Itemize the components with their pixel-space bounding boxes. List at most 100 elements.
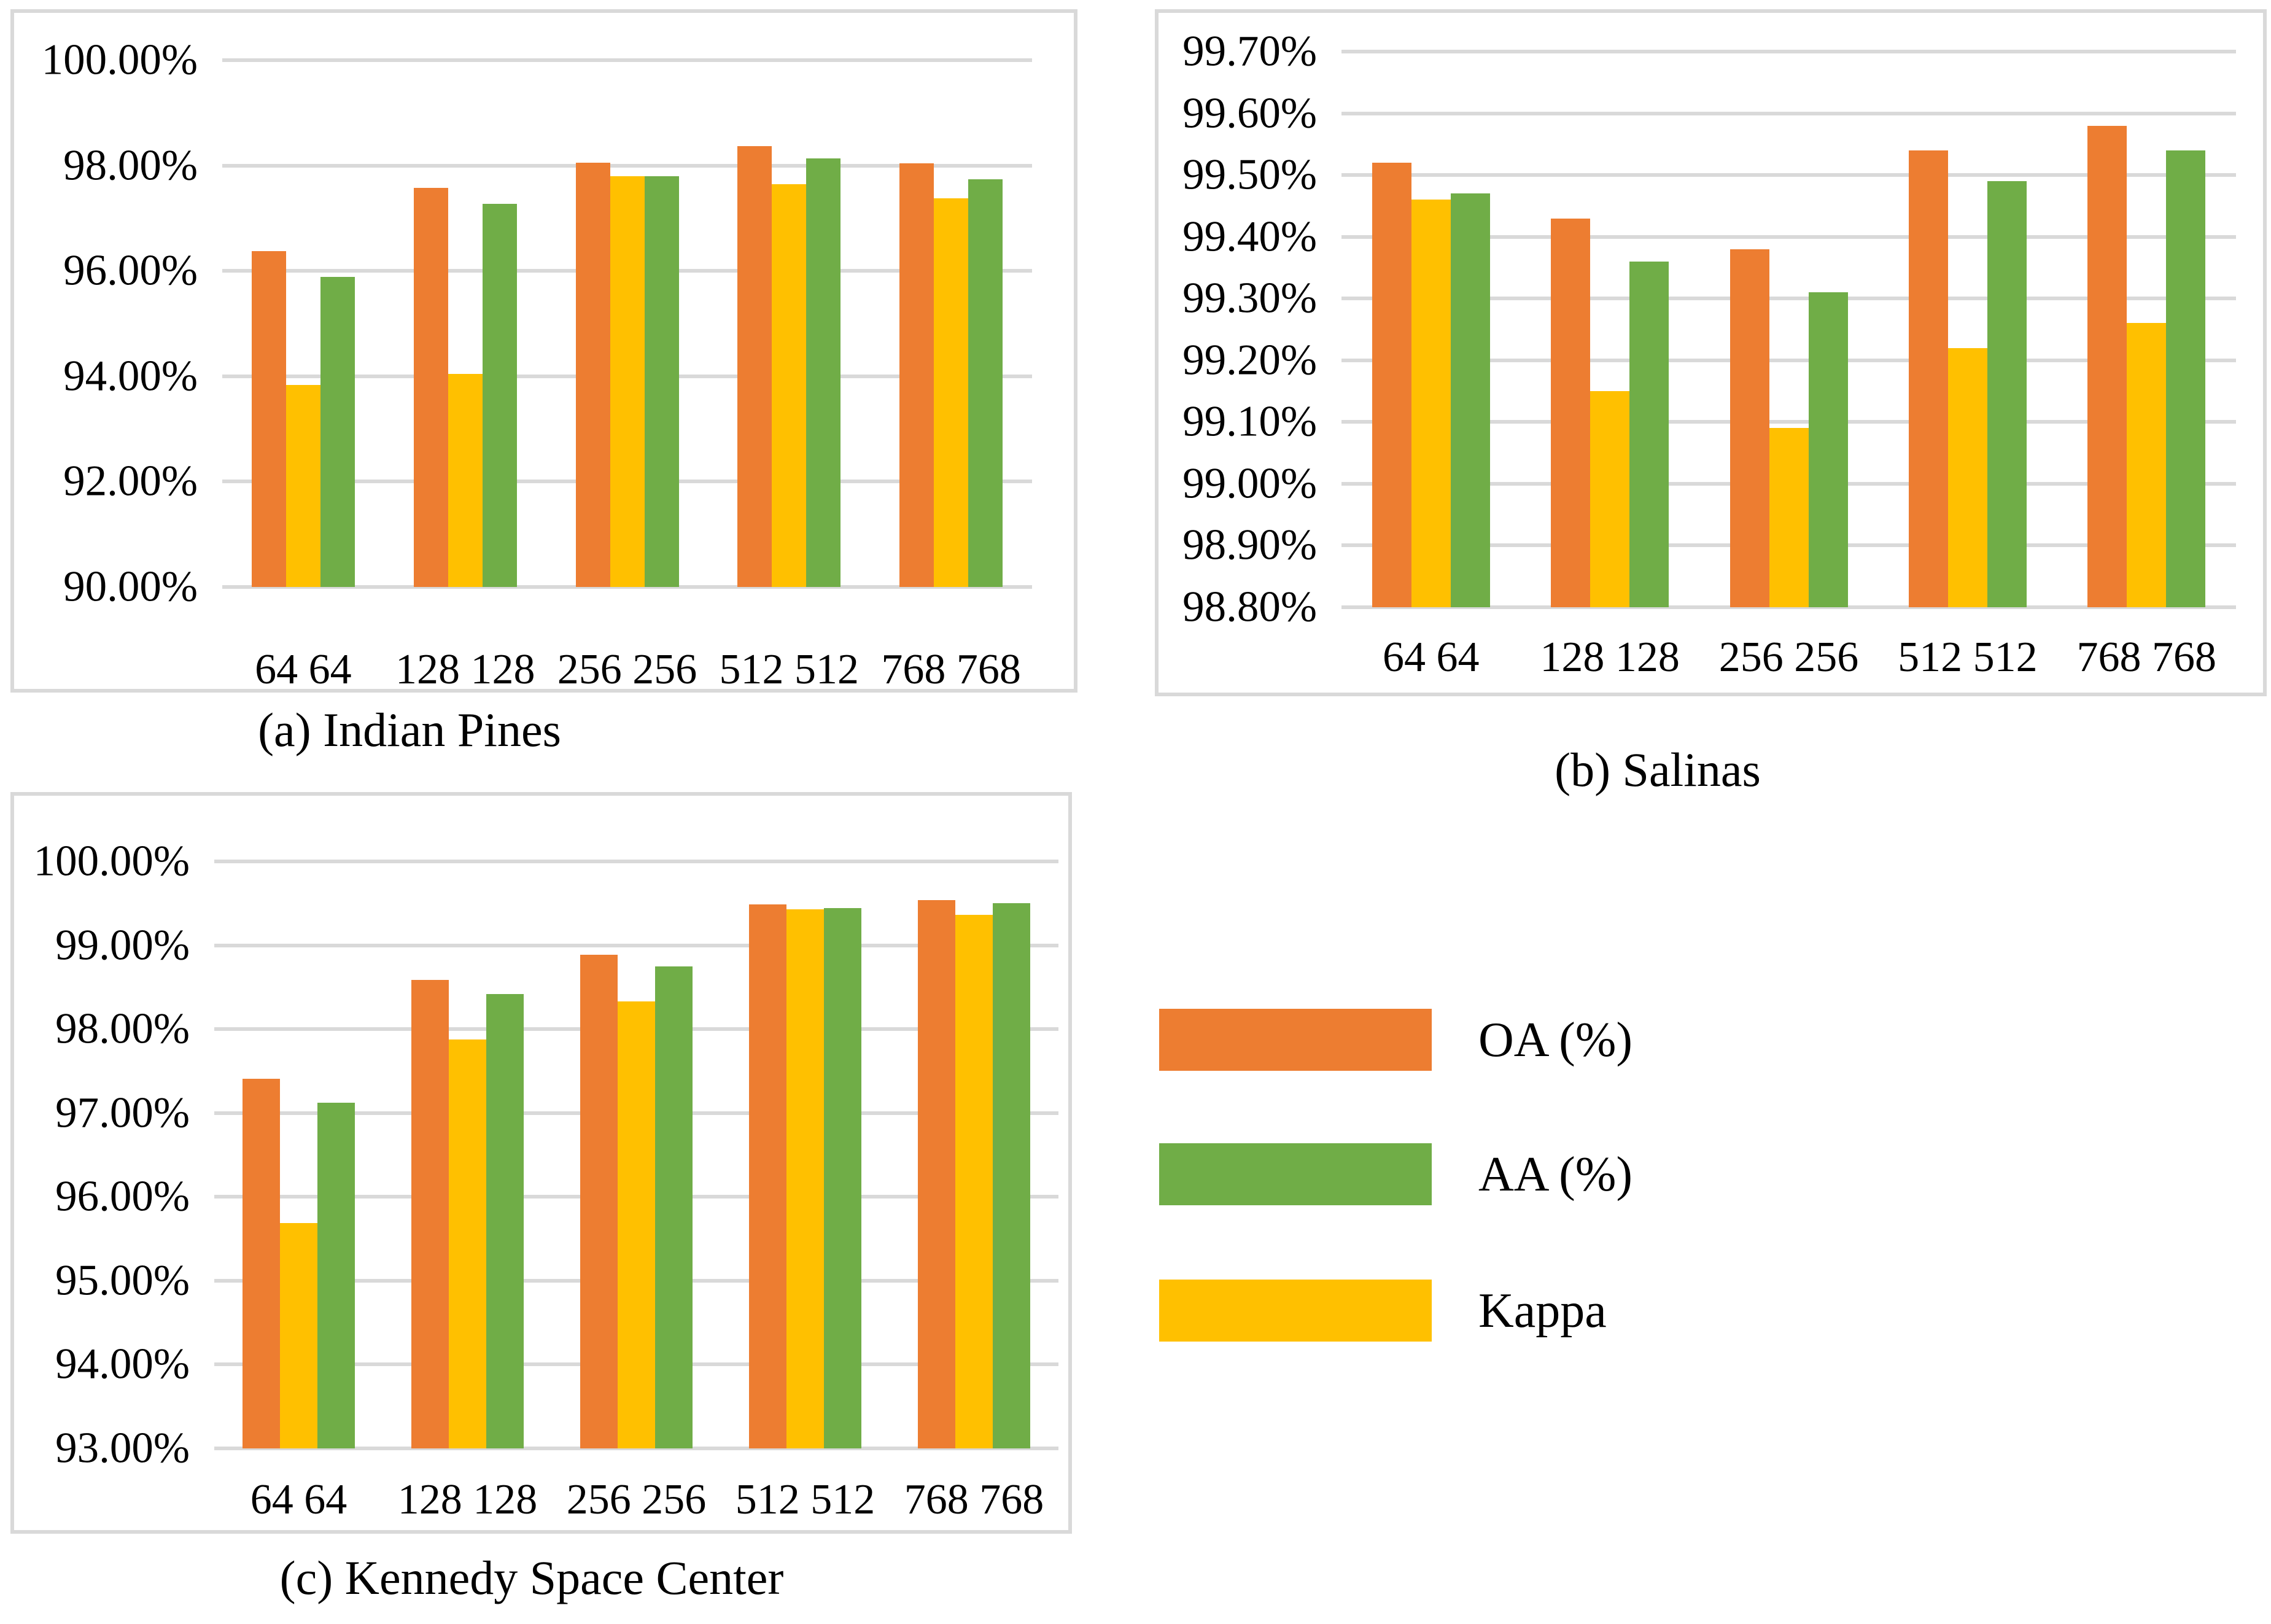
y-tick-label: 100.00% bbox=[41, 36, 198, 84]
y-tick-label: 93.00% bbox=[55, 1424, 190, 1472]
legend-label-oa: OA (%) bbox=[1478, 1012, 1633, 1067]
bar-oa-256-256 bbox=[1729, 249, 1769, 607]
y-tick-label: 99.60% bbox=[1182, 89, 1317, 138]
x-category-label: 512 512 bbox=[1898, 634, 2038, 681]
bar-oa-768-768 bbox=[2087, 125, 2127, 607]
bar-kappa-128-128 bbox=[448, 373, 483, 587]
bar-kappa-256-256 bbox=[1769, 428, 1809, 607]
bar-aa-256-256 bbox=[1808, 292, 1848, 607]
x-category-label: 128 128 bbox=[397, 1476, 538, 1523]
y-tick-label: 99.00% bbox=[1182, 459, 1317, 508]
bar-aa-128-128 bbox=[482, 204, 517, 587]
y-tick-label: 96.00% bbox=[63, 246, 198, 295]
x-category-label: 256 256 bbox=[566, 1476, 707, 1523]
x-category-label: 256 256 bbox=[1718, 634, 1859, 681]
gridline bbox=[1341, 297, 2236, 301]
y-tick-label: 96.00% bbox=[55, 1172, 190, 1221]
gridline bbox=[222, 163, 1032, 168]
bar-aa-512-512 bbox=[806, 158, 841, 587]
bar-kappa-768-768 bbox=[955, 915, 993, 1448]
bar-aa-768-768 bbox=[993, 903, 1030, 1448]
bar-oa-64-64 bbox=[251, 251, 286, 587]
bar-oa-64-64 bbox=[243, 1078, 280, 1448]
bar-oa-512-512 bbox=[1908, 150, 1948, 607]
y-tick-label: 99.20% bbox=[1182, 336, 1317, 384]
bar-aa-512-512 bbox=[824, 908, 861, 1448]
y-tick-label: 94.00% bbox=[63, 352, 198, 400]
y-tick-label: 94.00% bbox=[55, 1340, 190, 1388]
y-tick-label: 98.80% bbox=[1182, 583, 1317, 631]
x-category-label: 64 64 bbox=[250, 1476, 347, 1523]
bar-aa-512-512 bbox=[1987, 181, 2027, 607]
bar-kappa-512-512 bbox=[786, 909, 824, 1448]
gridline bbox=[1341, 235, 2236, 239]
x-category-label: 128 128 bbox=[1540, 634, 1680, 681]
caption-kennedy-space-center: (c) Kennedy Space Center bbox=[279, 1551, 784, 1604]
bar-aa-64-64 bbox=[317, 1103, 355, 1448]
bar-oa-768-768 bbox=[899, 163, 934, 587]
bar-kappa-128-128 bbox=[449, 1039, 486, 1448]
bar-kappa-128-128 bbox=[1590, 391, 1630, 607]
gridline bbox=[222, 585, 1032, 589]
gridline bbox=[214, 1447, 1058, 1450]
y-tick-label: 95.00% bbox=[55, 1256, 190, 1305]
bar-aa-768-768 bbox=[2166, 150, 2206, 607]
bar-aa-256-256 bbox=[644, 176, 679, 587]
legend-swatch-aa-icon bbox=[1159, 1143, 1432, 1205]
chart-kennedy-space-center: 100.00% 99.00% 98.00% 97.00% 96.00% 95.00% 94.… bbox=[10, 792, 1072, 1534]
x-category-label: 128 128 bbox=[395, 646, 535, 693]
legend-swatch-kappa-icon bbox=[1159, 1280, 1432, 1342]
bar-kappa-64-64 bbox=[280, 1222, 317, 1448]
y-tick-label: 98.00% bbox=[63, 141, 198, 190]
bar-oa-64-64 bbox=[1372, 163, 1411, 607]
bar-kappa-768-768 bbox=[934, 198, 969, 587]
gridline bbox=[222, 58, 1032, 62]
x-category-label: 512 512 bbox=[735, 1476, 875, 1523]
x-category-label: 512 512 bbox=[719, 646, 860, 693]
bar-aa-128-128 bbox=[1629, 261, 1669, 607]
bar-oa-128-128 bbox=[411, 979, 449, 1448]
bar-aa-256-256 bbox=[655, 966, 693, 1448]
x-category-label: 256 256 bbox=[557, 646, 697, 693]
bar-aa-768-768 bbox=[968, 179, 1003, 587]
chart-salinas: 99.70% 99.60% 99.50% 99.40% 99.30% 99.20% 99.1… bbox=[1155, 9, 2267, 696]
bar-kappa-64-64 bbox=[1411, 200, 1451, 607]
bar-oa-128-128 bbox=[1551, 218, 1591, 607]
bar-kappa-256-256 bbox=[618, 1001, 655, 1448]
y-tick-label: 97.00% bbox=[55, 1089, 190, 1137]
gridline bbox=[1341, 358, 2236, 362]
bar-oa-128-128 bbox=[413, 187, 448, 587]
bar-kappa-512-512 bbox=[1947, 348, 1987, 607]
legend-label-aa: AA (%) bbox=[1478, 1147, 1633, 1202]
gridline bbox=[1341, 173, 2236, 177]
x-category-label: 64 64 bbox=[255, 646, 352, 693]
bar-oa-256-256 bbox=[575, 163, 610, 587]
y-tick-label: 99.50% bbox=[1182, 150, 1317, 199]
x-category-label: 768 768 bbox=[904, 1476, 1044, 1523]
bar-oa-512-512 bbox=[749, 904, 786, 1448]
legend-swatch-oa-icon bbox=[1159, 1009, 1432, 1071]
y-tick-label: 99.10% bbox=[1182, 397, 1317, 446]
gridline bbox=[1341, 605, 2236, 609]
gridline bbox=[214, 860, 1058, 863]
bar-aa-64-64 bbox=[320, 277, 355, 587]
y-tick-label: 99.30% bbox=[1182, 274, 1317, 322]
bar-aa-64-64 bbox=[1450, 193, 1490, 607]
bar-oa-768-768 bbox=[918, 899, 955, 1448]
y-tick-label: 99.00% bbox=[55, 921, 190, 969]
legend-label-kappa: Kappa bbox=[1478, 1283, 1607, 1338]
bar-oa-512-512 bbox=[737, 146, 772, 587]
gridline bbox=[1341, 111, 2236, 115]
bar-kappa-256-256 bbox=[610, 176, 645, 587]
y-tick-label: 100.00% bbox=[33, 837, 190, 885]
bar-aa-128-128 bbox=[486, 993, 524, 1448]
y-tick-label: 99.70% bbox=[1182, 27, 1317, 76]
gridline bbox=[214, 943, 1058, 947]
bar-oa-256-256 bbox=[580, 954, 618, 1448]
x-category-label: 768 768 bbox=[2076, 634, 2217, 681]
chart-indian-pines: 100.00% 98.00% 96.00% 94.00% 92.00% 90.00% 64 … bbox=[10, 9, 1077, 693]
y-tick-label: 90.00% bbox=[63, 562, 198, 611]
gridline bbox=[1341, 420, 2236, 424]
caption-salinas: (b) Salinas bbox=[1555, 743, 1761, 796]
